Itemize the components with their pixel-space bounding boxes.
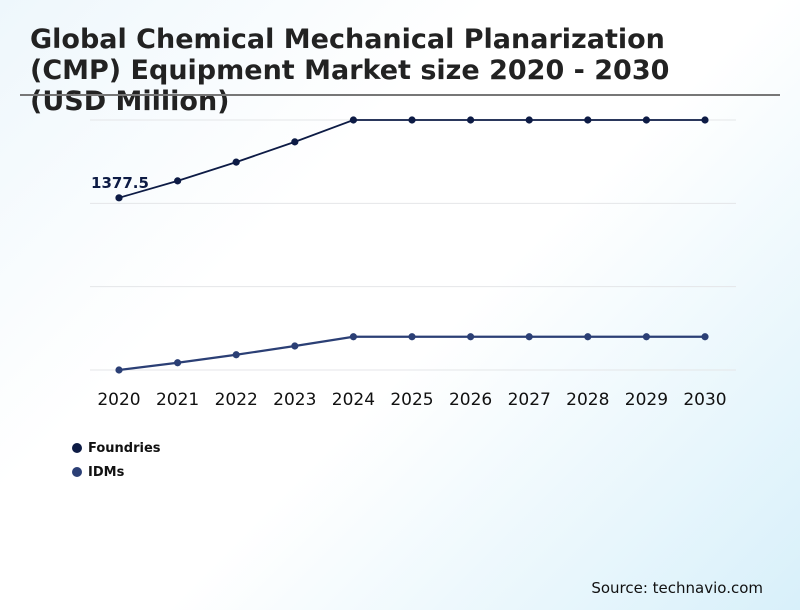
x-tick-label: 2027 — [508, 390, 551, 410]
source-credit: Source: technavio.com — [591, 579, 763, 597]
legend-marker-idms — [72, 467, 82, 477]
data-point-idms — [291, 342, 299, 350]
series-line-foundries — [118, 119, 705, 199]
legend-label: Foundries — [88, 440, 161, 456]
legend-label: IDMs — [88, 464, 125, 480]
data-point-idms — [467, 333, 475, 341]
data-point-foundries — [349, 116, 357, 124]
data-point-foundries — [642, 116, 651, 124]
x-tick-label: 2021 — [156, 390, 199, 410]
data-point-foundries — [115, 194, 123, 202]
x-tick-label: 2025 — [390, 390, 433, 410]
data-point-idms — [584, 333, 592, 341]
x-tick-label: 2022 — [215, 390, 258, 410]
data-point-idms — [174, 359, 182, 367]
data-label: 1377.5 — [91, 174, 149, 192]
data-point-idms — [525, 333, 533, 341]
data-point-idms — [349, 333, 357, 341]
data-point-idms — [701, 333, 709, 341]
data-point-idms — [642, 333, 651, 341]
data-point-foundries — [467, 116, 475, 124]
x-tick-label: 2030 — [683, 390, 726, 410]
legend-item-idms[interactable]: IDMs — [72, 460, 161, 484]
chart-title: Global Chemical Mechanical Planarization… — [30, 24, 670, 117]
data-point-foundries — [232, 158, 240, 166]
data-point-idms — [408, 333, 416, 341]
legend: Foundries IDMs — [72, 436, 161, 484]
data-point-foundries — [584, 116, 592, 124]
x-tick-label: 2026 — [449, 390, 492, 410]
x-tick-label: 2024 — [332, 390, 375, 410]
legend-item-foundries[interactable]: Foundries — [72, 436, 161, 460]
x-tick-label: 2020 — [97, 390, 140, 410]
data-point-foundries — [701, 116, 709, 124]
data-point-foundries — [174, 177, 182, 185]
legend-marker-foundries — [72, 443, 82, 453]
title-divider — [20, 94, 780, 96]
data-point-idms — [115, 366, 123, 374]
x-tick-label: 2029 — [625, 390, 668, 410]
data-point-foundries — [408, 116, 416, 124]
x-tick-label: 2023 — [273, 390, 316, 410]
data-point-foundries — [525, 116, 533, 124]
data-point-idms — [232, 351, 240, 359]
series-line-idms — [118, 335, 705, 372]
data-point-foundries — [291, 138, 299, 146]
x-tick-label: 2028 — [566, 390, 609, 410]
